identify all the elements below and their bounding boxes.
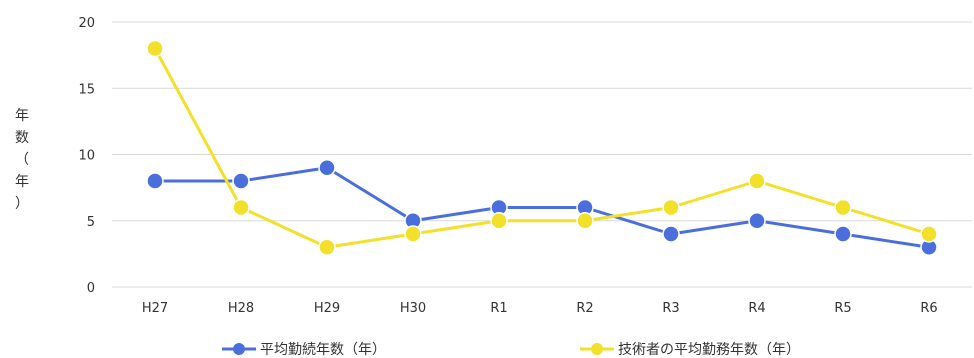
legend-marker bbox=[591, 343, 603, 355]
data-point bbox=[404, 225, 422, 243]
data-point bbox=[232, 198, 250, 217]
x-tick-label: H27 bbox=[142, 301, 168, 316]
series-1 bbox=[146, 159, 938, 256]
y-tick-label: 5 bbox=[87, 215, 95, 230]
x-tick-label: R5 bbox=[834, 301, 851, 316]
grid-lines bbox=[112, 21, 972, 288]
x-tick-label: R6 bbox=[920, 301, 937, 316]
data-point bbox=[576, 212, 594, 230]
legend-label: 平均勤続年数（年） bbox=[260, 341, 386, 358]
x-tick-label: H29 bbox=[314, 301, 340, 316]
y-axis-label-char: （ bbox=[15, 152, 29, 168]
x-tick-label: H28 bbox=[228, 301, 254, 316]
y-axis-ticks: 0 5 10 15 20 bbox=[78, 16, 95, 296]
series-line bbox=[155, 166, 930, 249]
y-tick-label: 0 bbox=[87, 281, 95, 296]
x-tick-label: R3 bbox=[662, 301, 679, 316]
legend: 平均勤続年数（年） 技術者の平均勤務年数（年） bbox=[222, 341, 800, 358]
y-tick-label: 10 bbox=[78, 149, 95, 164]
series-2 bbox=[146, 39, 938, 256]
data-point bbox=[662, 225, 680, 243]
y-axis-label-char: 年 bbox=[15, 174, 29, 190]
data-point bbox=[834, 225, 852, 243]
data-point bbox=[490, 212, 508, 230]
y-axis-label-char: 年 bbox=[15, 108, 29, 124]
y-tick-label: 15 bbox=[78, 82, 95, 97]
y-tick-label: 20 bbox=[78, 16, 95, 31]
y-axis-label: 年数（年） bbox=[15, 108, 29, 212]
data-point bbox=[748, 172, 766, 190]
x-axis-ticks: H27 H28 H29 H30 R1 R2 R3 R4 R5 R6 bbox=[142, 301, 938, 316]
data-point bbox=[318, 159, 336, 177]
data-point bbox=[748, 212, 766, 230]
y-axis-label-char: ） bbox=[15, 196, 29, 212]
x-tick-label: H30 bbox=[400, 301, 426, 316]
y-axis-label-char: 数 bbox=[15, 130, 29, 146]
x-tick-label: R4 bbox=[748, 301, 765, 316]
series-layer bbox=[146, 39, 938, 256]
data-point bbox=[232, 172, 250, 190]
legend-item: 技術者の平均勤務年数（年） bbox=[580, 342, 800, 358]
data-point bbox=[146, 172, 164, 190]
data-point bbox=[146, 39, 164, 58]
legend-marker bbox=[233, 343, 245, 355]
x-tick-label: R2 bbox=[576, 301, 593, 316]
legend-label: 技術者の平均勤務年数（年） bbox=[618, 342, 800, 358]
data-point bbox=[920, 225, 938, 243]
x-tick-label: R1 bbox=[490, 301, 507, 316]
series-line bbox=[153, 47, 930, 249]
legend-item: 平均勤続年数（年） bbox=[222, 341, 386, 358]
data-point bbox=[318, 238, 336, 256]
data-point bbox=[834, 198, 852, 217]
data-point bbox=[662, 198, 680, 217]
